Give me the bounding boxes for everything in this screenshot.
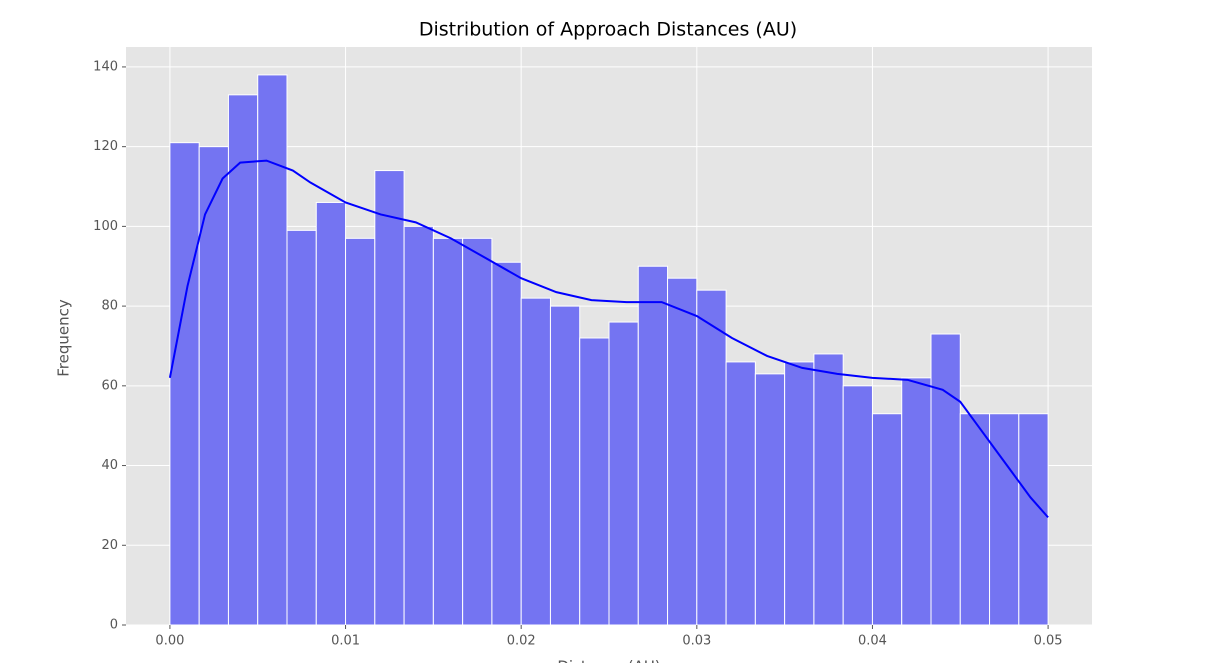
bar — [198, 146, 229, 626]
y-tick-label: 20 — [101, 538, 118, 553]
bar — [989, 413, 1020, 626]
x-axis-label: Distance (AU) — [557, 658, 660, 663]
bar — [842, 385, 873, 626]
y-tick-label: 120 — [93, 139, 118, 154]
y-tick-label: 140 — [93, 59, 118, 74]
bar — [725, 361, 756, 626]
bar — [462, 237, 493, 626]
bar — [403, 225, 434, 626]
bar — [257, 74, 288, 626]
x-tick-label: 0.02 — [507, 634, 536, 649]
bar — [784, 361, 815, 626]
bar — [432, 237, 464, 626]
marks — [168, 74, 1049, 626]
bar — [345, 237, 376, 626]
y-tick-label: 100 — [93, 219, 118, 234]
bar — [667, 277, 698, 626]
bar — [813, 353, 844, 626]
x-tick-label: 0.05 — [1034, 634, 1063, 649]
x-tick-label: 0.04 — [858, 634, 887, 649]
bar — [374, 170, 405, 626]
bar — [754, 373, 786, 626]
y-tick-label: 80 — [101, 299, 118, 314]
x-tick-label: 0.01 — [331, 634, 360, 649]
kde-line — [168, 159, 1049, 519]
bar — [286, 229, 317, 626]
bar — [227, 94, 259, 626]
y-tick-label: 0 — [110, 618, 118, 633]
bar — [901, 377, 932, 626]
bar — [696, 289, 727, 626]
bar — [637, 265, 669, 626]
bar — [520, 297, 551, 626]
bar — [608, 321, 639, 626]
y-tick-label: 60 — [101, 378, 118, 393]
bar — [871, 413, 903, 626]
y-axis-label: Frequency — [55, 299, 73, 377]
bar — [315, 201, 347, 626]
bar — [169, 142, 200, 626]
bar — [1018, 413, 1049, 626]
bar — [491, 261, 522, 626]
bar — [579, 337, 610, 626]
y-tick-label: 40 — [101, 458, 118, 473]
chart-title: Distribution of Approach Distances (AU) — [419, 19, 797, 41]
x-tick-label: 0.03 — [682, 634, 711, 649]
bar — [549, 305, 581, 626]
bar — [959, 413, 991, 626]
bar — [930, 333, 961, 626]
x-tick-label: 0.00 — [155, 634, 184, 649]
